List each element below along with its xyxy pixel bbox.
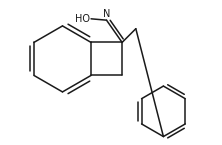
- Text: N: N: [103, 9, 110, 19]
- Text: HO: HO: [75, 14, 90, 24]
